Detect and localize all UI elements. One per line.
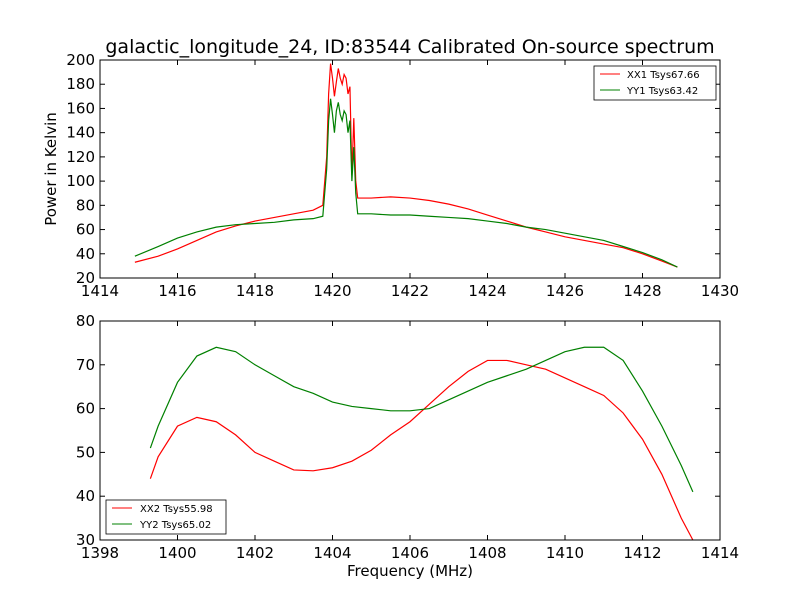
top-plot: galactic_longitude_24, ID:83544 Calibrat… [42, 36, 739, 300]
bottom-ytick-label: 80 [76, 312, 95, 330]
legend-label-xx1: XX1 Tsys67.66 [627, 70, 700, 81]
bottom-ytick-label: 60 [76, 400, 95, 418]
bottom-xtick-label: 1408 [468, 544, 506, 562]
legend-label-yy1: YY1 Tsys63.42 [626, 86, 698, 97]
bottom-plot-xlabel: Frequency (MHz) [347, 562, 473, 580]
bottom-xtick-label: 1406 [391, 544, 429, 562]
top-xtick-label: 1424 [468, 282, 506, 300]
top-xtick-label: 1430 [701, 282, 739, 300]
bottom-ytick-label: 30 [76, 531, 95, 549]
top-series-1-line [134, 63, 678, 268]
top-ytick-label: 140 [66, 124, 95, 142]
top-xtick-label: 1426 [546, 282, 584, 300]
bottom-series-2-line [149, 346, 694, 493]
bottom-plot-legend: XX2 Tsys55.98 YY2 Tsys65.02 [105, 499, 227, 535]
top-plot-legend-box [593, 65, 717, 101]
bottom-series-1-line [149, 359, 694, 541]
bottom-xtick-label: 1412 [623, 544, 661, 562]
top-xtick-label: 1420 [313, 282, 351, 300]
top-ytick-label: 60 [76, 221, 95, 239]
bottom-plot-ticks: 1398 1400 1402 1404 1406 1408 1410 1412 1414 30 40… [76, 312, 739, 562]
bottom-xtick-label: 1410 [546, 544, 584, 562]
legend-label-xx2: XX2 Tsys55.98 [140, 504, 213, 515]
top-ytick-label: 180 [66, 75, 95, 93]
top-series-2-line [134, 98, 678, 268]
bottom-xtick-label: 1398 [81, 544, 119, 562]
bottom-plot-series-group [149, 346, 694, 541]
top-plot-series-group [134, 63, 678, 268]
bottom-xtick-label: 1402 [236, 544, 274, 562]
top-ytick-label: 20 [76, 269, 95, 287]
bottom-xtick-label: 1400 [158, 544, 196, 562]
top-xtick-label: 1418 [236, 282, 274, 300]
bottom-plot: 1398 1400 1402 1404 1406 1408 1410 1412 1414 30 40… [76, 312, 739, 580]
top-ytick-label: 80 [76, 196, 95, 214]
top-ytick-label: 160 [66, 99, 95, 117]
top-ytick-label: 200 [66, 51, 95, 69]
legend-label-yy2: YY2 Tsys65.02 [139, 520, 211, 531]
top-ytick-label: 120 [66, 148, 95, 166]
top-ytick-label: 100 [66, 172, 95, 190]
bottom-plot-legend-box [105, 499, 227, 535]
bottom-ytick-label: 50 [76, 443, 95, 461]
top-plot-ylabel: Power in Kelvin [42, 112, 60, 226]
bottom-ytick-label: 40 [76, 487, 95, 505]
top-plot-title: galactic_longitude_24, ID:83544 Calibrat… [105, 36, 714, 58]
bottom-xtick-label: 1414 [701, 544, 739, 562]
top-xtick-label: 1428 [623, 282, 661, 300]
top-xtick-label: 1422 [391, 282, 429, 300]
bottom-ytick-label: 70 [76, 356, 95, 374]
top-xtick-label: 1414 [81, 282, 119, 300]
top-plot-legend: XX1 Tsys67.66 YY1 Tsys63.42 [593, 65, 717, 101]
bottom-xtick-label: 1404 [313, 544, 351, 562]
top-xtick-label: 1416 [158, 282, 196, 300]
top-ytick-label: 40 [76, 245, 95, 263]
top-plot-ticks: 1414 1416 1418 1420 1422 1424 1426 1428 1430 20 40… [66, 51, 739, 300]
